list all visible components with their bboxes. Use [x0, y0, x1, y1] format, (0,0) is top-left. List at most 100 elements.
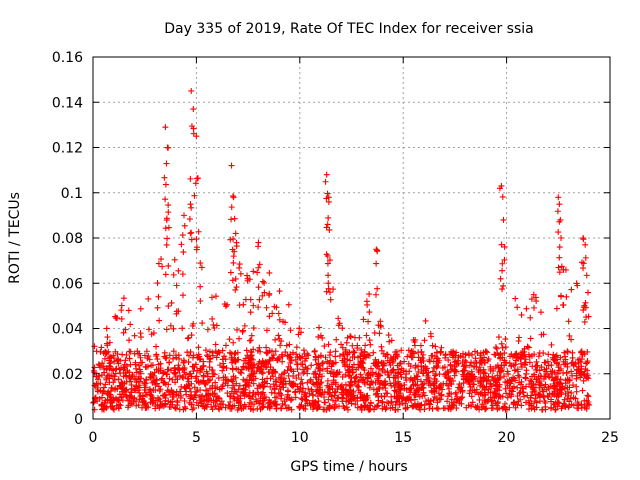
data-point	[525, 344, 532, 351]
data-point	[388, 382, 395, 389]
data-point	[254, 385, 261, 392]
data-point	[447, 376, 454, 383]
data-point	[370, 349, 377, 356]
data-point	[196, 353, 203, 360]
data-point	[357, 371, 364, 378]
data-point	[432, 372, 439, 379]
data-point	[316, 371, 323, 378]
data-point	[101, 399, 108, 406]
data-point	[261, 289, 268, 296]
data-point	[341, 355, 348, 362]
data-point	[478, 389, 485, 396]
data-point	[436, 383, 443, 390]
data-point	[148, 372, 155, 379]
data-point	[159, 263, 166, 270]
data-point	[228, 204, 235, 211]
data-point	[377, 322, 384, 329]
data-point	[569, 349, 576, 356]
data-point	[397, 386, 404, 393]
data-point	[418, 385, 425, 392]
data-point	[583, 397, 590, 404]
chart-title: Day 335 of 2019, Rate Of TEC Index for r…	[164, 21, 533, 37]
data-point	[314, 386, 321, 393]
data-point	[129, 371, 136, 378]
data-point	[189, 406, 196, 413]
data-point	[430, 397, 437, 404]
data-point	[366, 337, 373, 344]
data-point	[369, 379, 376, 386]
data-point	[179, 232, 186, 239]
data-point	[541, 366, 548, 373]
data-point	[250, 302, 257, 309]
data-point	[388, 369, 395, 376]
data-point	[262, 394, 269, 401]
data-point	[204, 370, 211, 377]
data-point	[560, 302, 567, 309]
data-point	[535, 373, 542, 380]
data-point	[244, 275, 251, 282]
data-point	[578, 259, 585, 266]
data-point	[108, 384, 115, 391]
data-point	[256, 344, 263, 351]
data-point	[510, 383, 517, 390]
data-point	[268, 348, 275, 355]
data-point	[502, 359, 509, 366]
data-point	[326, 402, 333, 409]
data-point	[250, 325, 257, 332]
data-point	[287, 327, 294, 334]
data-point	[563, 293, 570, 300]
data-point	[522, 399, 529, 406]
data-point	[500, 216, 507, 223]
data-point	[382, 369, 389, 376]
data-point	[265, 369, 272, 376]
data-point	[489, 405, 496, 412]
data-point	[359, 359, 366, 366]
data-point	[285, 301, 292, 308]
data-point	[398, 395, 405, 402]
data-point	[495, 334, 502, 341]
data-point	[583, 272, 590, 279]
data-point	[501, 404, 508, 411]
data-point	[349, 342, 356, 349]
data-point	[174, 397, 181, 404]
data-point	[418, 366, 425, 373]
data-point	[378, 393, 385, 400]
data-point	[110, 405, 117, 412]
data-point	[492, 375, 499, 382]
data-point	[91, 343, 98, 350]
data-point	[558, 235, 565, 242]
data-point	[495, 399, 502, 406]
data-point	[212, 402, 219, 409]
data-point	[528, 378, 535, 385]
data-point	[556, 254, 563, 261]
data-point	[315, 403, 322, 410]
data-point	[204, 353, 211, 360]
data-point	[394, 370, 401, 377]
data-point	[519, 385, 526, 392]
data-point	[378, 347, 385, 354]
data-point	[212, 379, 219, 386]
data-point	[326, 389, 333, 396]
data-point	[312, 370, 319, 377]
data-point	[290, 382, 297, 389]
data-point	[342, 387, 349, 394]
data-point	[155, 260, 162, 267]
data-point	[535, 353, 542, 360]
data-point	[349, 353, 356, 360]
data-point	[497, 393, 504, 400]
data-point	[203, 352, 210, 359]
data-point	[362, 342, 369, 349]
data-point	[325, 384, 332, 391]
data-point	[582, 241, 589, 248]
data-point	[228, 162, 235, 169]
data-point	[459, 387, 466, 394]
data-point	[556, 201, 563, 208]
data-point	[453, 405, 460, 412]
data-point	[298, 395, 305, 402]
data-point	[511, 367, 518, 374]
data-point	[348, 396, 355, 403]
data-point	[369, 369, 376, 376]
data-point	[236, 382, 243, 389]
data-point	[485, 356, 492, 363]
